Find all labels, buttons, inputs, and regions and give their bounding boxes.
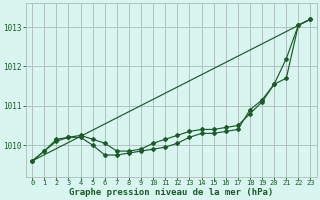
X-axis label: Graphe pression niveau de la mer (hPa): Graphe pression niveau de la mer (hPa) [69, 188, 274, 197]
